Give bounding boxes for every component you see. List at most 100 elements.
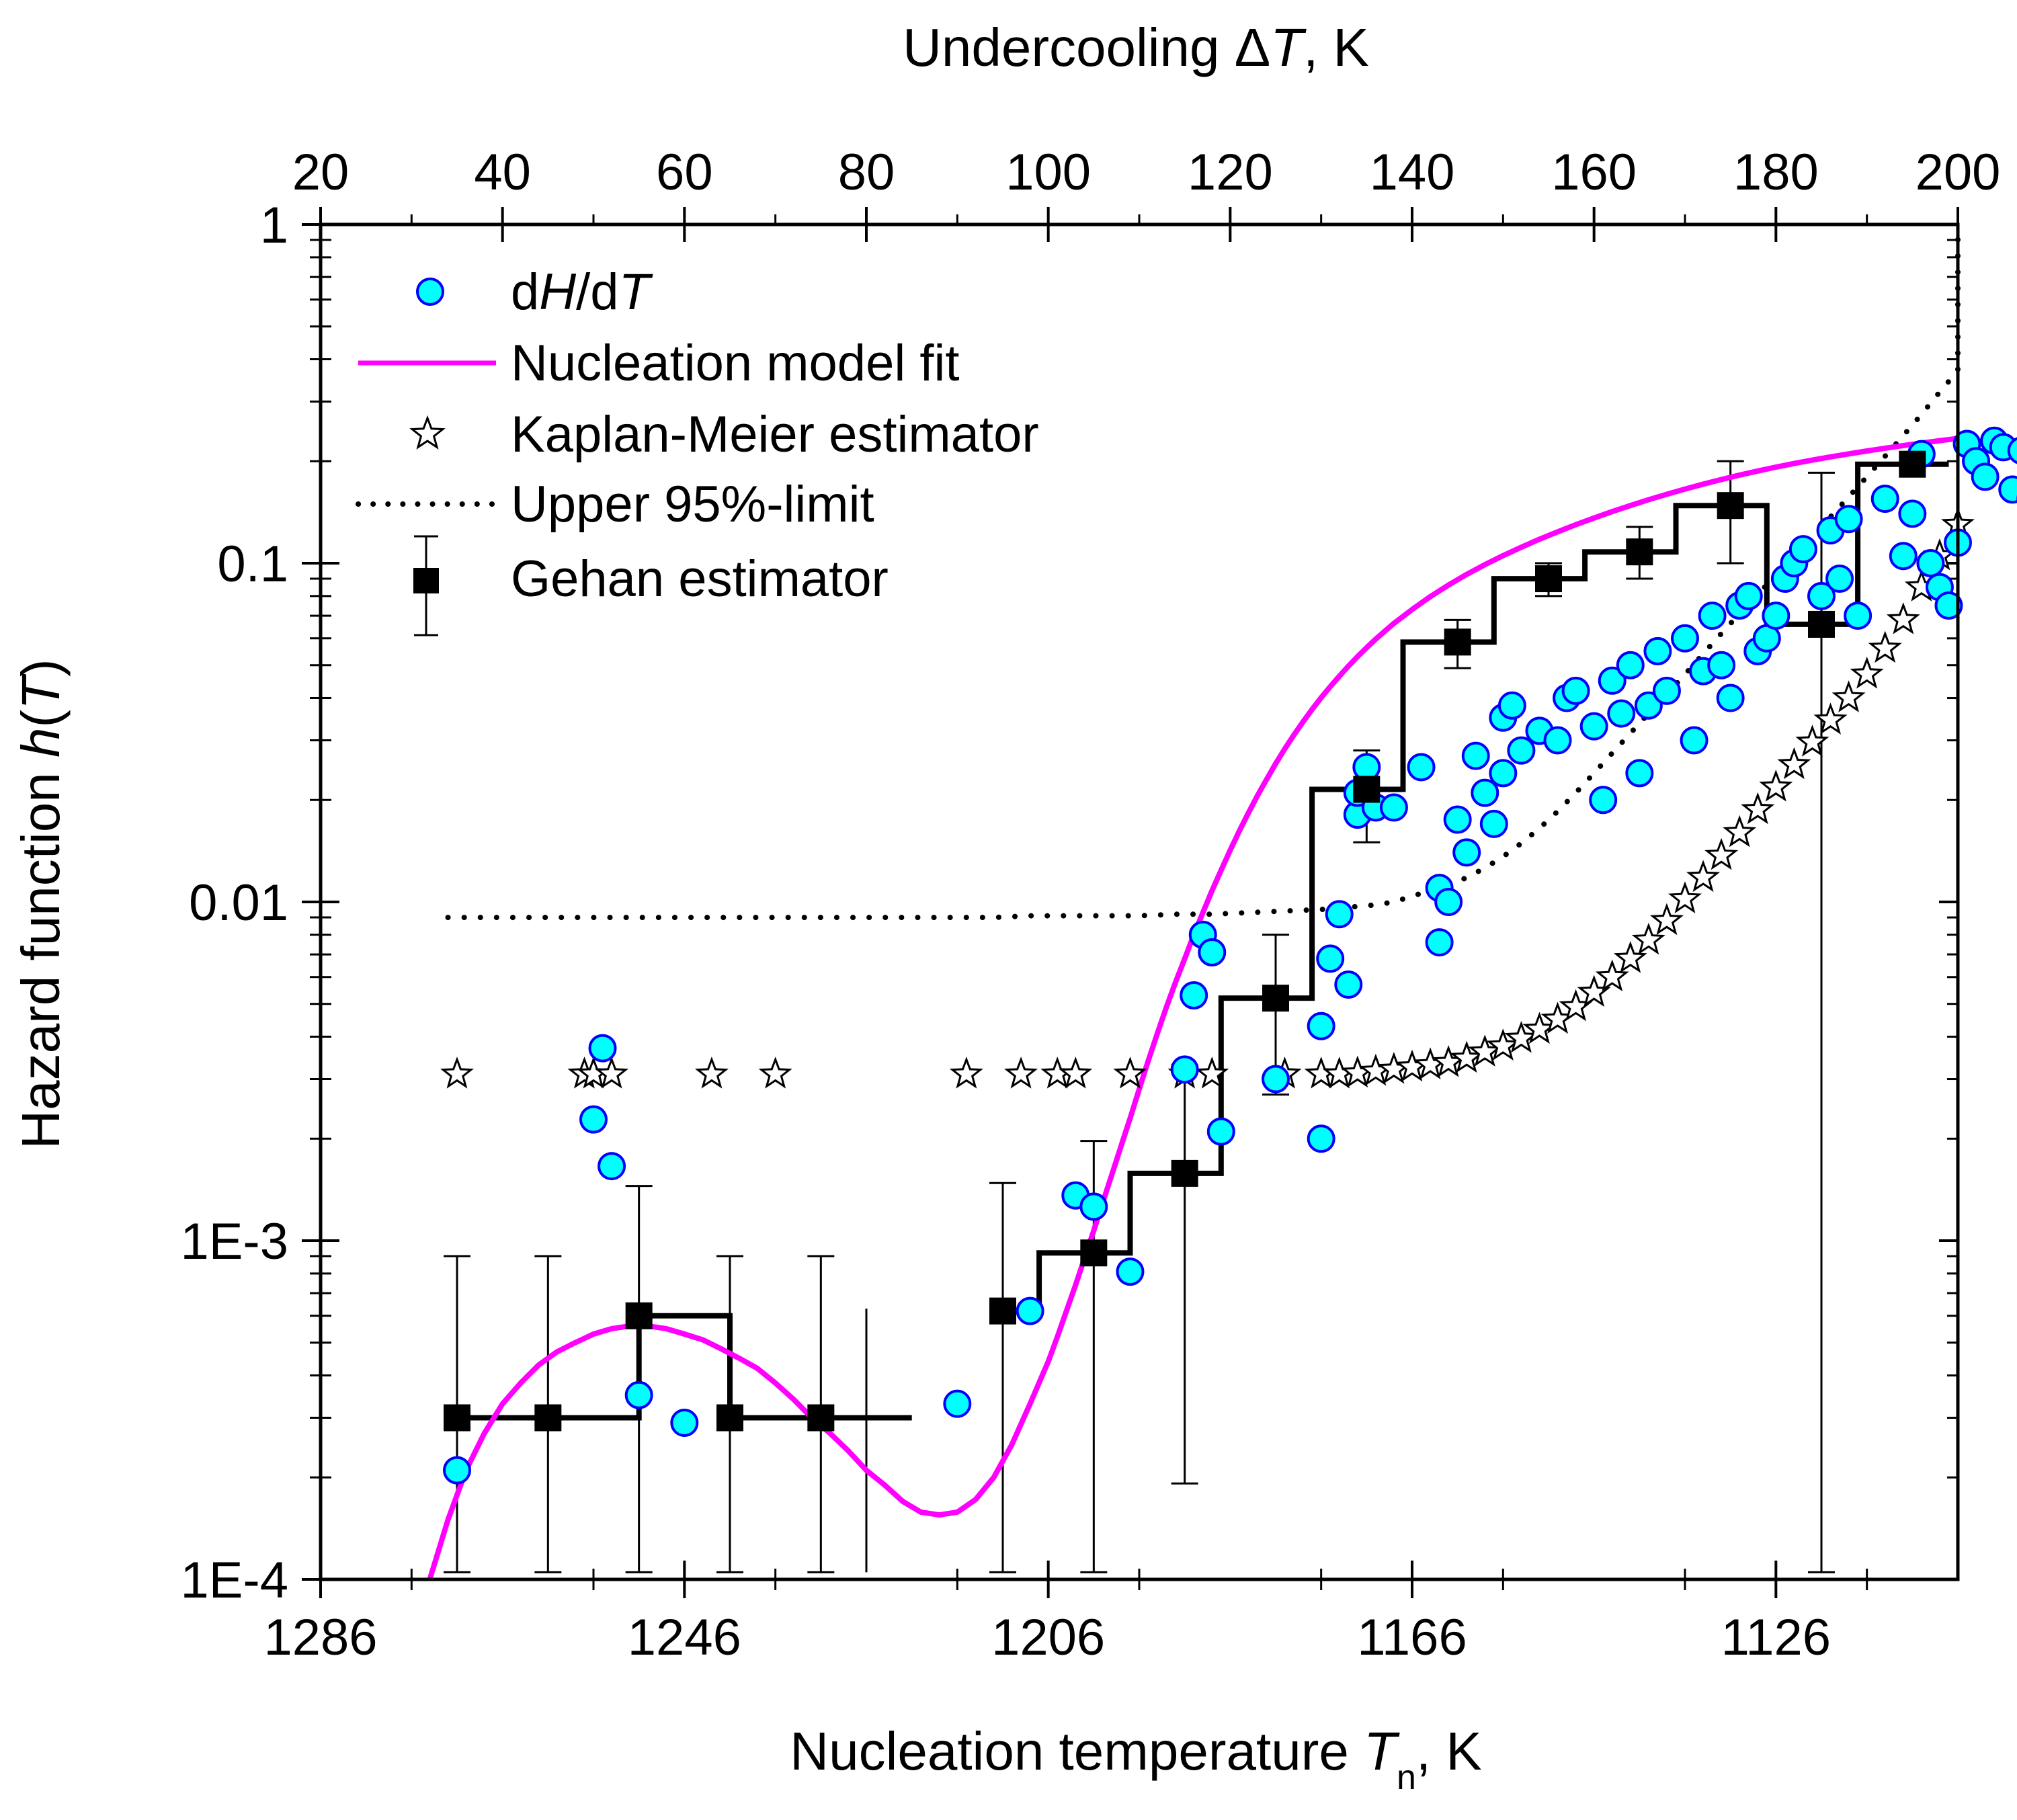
dhdt-point xyxy=(624,1380,653,1409)
dhdt-point xyxy=(2007,437,2017,464)
legend: dH/dT Nucleation model fit Kaplan-Meier … xyxy=(356,263,1039,636)
dhdt-point xyxy=(670,1408,699,1437)
gehan-point xyxy=(1626,538,1653,566)
x-tick-label: 1126 xyxy=(1721,1609,1831,1666)
dhdt-point xyxy=(1452,838,1481,867)
dhdt-point xyxy=(443,1456,471,1485)
dhdt-point xyxy=(1443,805,1472,834)
dhdt-point xyxy=(1598,666,1627,695)
dhdt-point xyxy=(1698,602,1727,630)
gehan-point xyxy=(1535,565,1562,593)
dhdt-point xyxy=(1325,900,1354,929)
dhdt-point xyxy=(1634,691,1663,720)
x-tick-label: 1206 xyxy=(991,1609,1105,1666)
dhdt-point xyxy=(598,1152,626,1181)
nucleation-fit-series xyxy=(427,436,1959,1581)
dhdt-point xyxy=(1589,786,1618,815)
kaplan-meier-point xyxy=(1759,770,1793,802)
dhdt-point xyxy=(1889,542,1918,571)
dhdt-point xyxy=(1934,591,1963,620)
dhdt-point xyxy=(1489,759,1518,788)
dhdt-point xyxy=(1870,485,1899,513)
legend-item-fit: Nucleation model fit xyxy=(358,335,959,392)
dhdt-point xyxy=(1407,753,1436,782)
top-tick-label: 40 xyxy=(474,144,531,201)
dhdt-point xyxy=(1379,793,1408,822)
kaplan-meier-point xyxy=(1813,702,1848,735)
kaplan-meier-point xyxy=(1504,1021,1538,1053)
kaplan-meier-point xyxy=(440,1057,474,1089)
tick-labels: 1286 1246 1206 1166 1126 20 40 60 80 100 120 140 160… xyxy=(180,144,2000,1666)
legend-marker-star xyxy=(409,415,446,450)
top-tick-label: 140 xyxy=(1370,144,1455,201)
dhdt-point xyxy=(943,1389,972,1418)
gehan-point xyxy=(1444,628,1471,656)
dhdt-point xyxy=(1206,1117,1235,1146)
kaplan-meier-point xyxy=(1831,680,1866,712)
dhdt-point xyxy=(1334,970,1363,999)
top-tick-label: 180 xyxy=(1733,144,1819,201)
dhdt-point xyxy=(1788,535,1817,564)
dhdt-point xyxy=(1543,726,1572,755)
kaplan-meier-point xyxy=(1113,1057,1147,1089)
kaplan-meier-point xyxy=(694,1057,729,1089)
dhdt-point xyxy=(1471,778,1499,807)
dhdt-point xyxy=(1762,602,1790,630)
kaplan-meier-point xyxy=(1668,881,1702,913)
gehan-point xyxy=(989,1297,1016,1325)
gehan-point xyxy=(807,1404,835,1432)
dhdt-point xyxy=(1844,602,1872,630)
legend-item-dhdt: dH/dT xyxy=(416,263,653,321)
dhdt-point xyxy=(1607,699,1636,728)
kaplan-meier-point xyxy=(1649,903,1684,936)
dhdt-point xyxy=(1825,565,1854,593)
kaplan-meier-point xyxy=(595,1057,629,1089)
dhdt-point xyxy=(1497,691,1526,720)
gehan-point xyxy=(1262,985,1289,1012)
legend-marker-dhdt xyxy=(416,278,444,306)
kaplan-meier-point xyxy=(1595,959,1629,992)
kaplan-meier-point xyxy=(1486,1028,1520,1061)
dhdt-point xyxy=(1425,928,1454,957)
kaplan-meier-point xyxy=(1704,837,1739,870)
dhdt-series xyxy=(443,426,2017,1485)
dhdt-point xyxy=(1971,462,2000,491)
kaplan-meier-point xyxy=(1868,630,1902,663)
top-tick-label: 20 xyxy=(292,144,349,201)
dhdt-point xyxy=(1734,581,1763,610)
legend-label-upper: Upper 95%-limit xyxy=(511,476,874,533)
dhdt-point xyxy=(1170,1055,1199,1084)
dhdt-point xyxy=(1316,944,1345,973)
gehan-point xyxy=(1171,1159,1198,1187)
kaplan-meier-point xyxy=(1777,747,1811,780)
dhdt-point xyxy=(1707,651,1736,679)
kaplan-meier-point xyxy=(1195,1057,1229,1089)
kaplan-meier-point xyxy=(949,1057,983,1089)
legend-label-gehan: Gehan estimator xyxy=(511,550,889,608)
top-tick-label: 160 xyxy=(1551,144,1637,201)
plot-frame xyxy=(319,222,1960,1581)
dhdt-point xyxy=(1479,809,1508,838)
dhdt-point xyxy=(1461,741,1490,770)
gehan-point xyxy=(1717,492,1744,520)
dhdt-point xyxy=(1561,676,1590,705)
kaplan-meier-point xyxy=(1723,815,1757,847)
kaplan-meier-point xyxy=(1059,1057,1093,1089)
kaplan-meier-point xyxy=(1741,792,1775,825)
x-tick-label: 1166 xyxy=(1357,1609,1467,1666)
x-tick-label: 1246 xyxy=(628,1609,741,1666)
top-tick-label: 200 xyxy=(1916,144,2001,201)
legend-item-km: Kaplan-Meier estimator xyxy=(409,406,1039,463)
dhdt-point xyxy=(588,1034,617,1063)
dhdt-point xyxy=(1180,981,1208,1009)
top-tick-label: 120 xyxy=(1188,144,1273,201)
dhdt-point xyxy=(1616,651,1645,679)
x-axis-title: Nucleation temperature Tn, K xyxy=(790,1721,1481,1797)
dhdt-point xyxy=(1652,676,1681,705)
legend-label-km: Kaplan-Meier estimator xyxy=(511,406,1039,463)
top-tick-label: 60 xyxy=(656,144,713,201)
dhdt-point xyxy=(1671,624,1699,653)
y-tick-label: 1E-4 xyxy=(180,1552,288,1609)
